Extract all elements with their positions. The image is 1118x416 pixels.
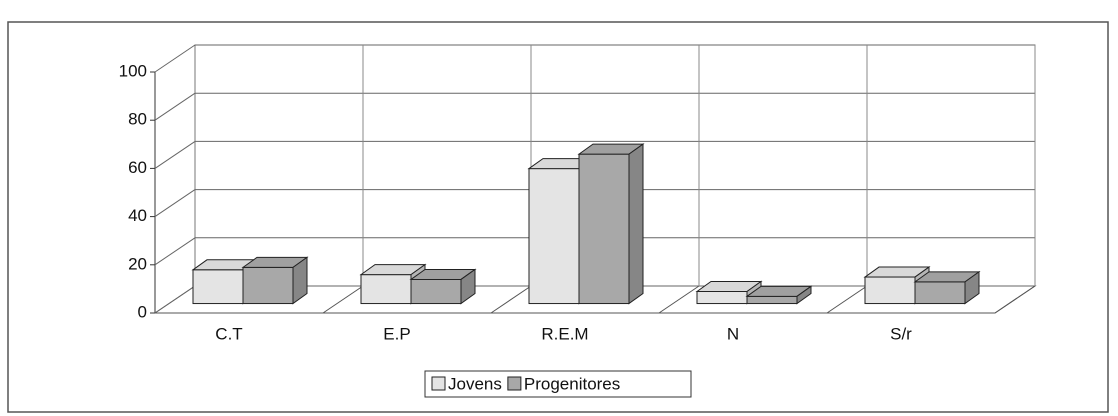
legend-box [424,370,692,398]
bar-side [628,143,644,305]
bar [745,285,813,305]
bar-side [460,268,476,305]
y-tick-label: 60 [128,158,147,177]
x-tick-label: R.E.M [541,324,588,343]
grid-line [154,189,196,218]
category-divider [826,285,868,314]
x-tick-label: E.P [383,324,410,343]
grid-line [154,285,196,314]
legend-swatch [507,376,522,391]
y-tick-label: 20 [128,254,147,273]
bar [409,268,477,305]
category-divider [490,285,532,314]
y-tick-label: 100 [119,61,147,80]
y-tick-label: 0 [138,302,147,321]
legend-label: Progenitores [524,374,620,393]
x-tick-label: N [727,324,739,343]
grid-line [154,44,196,73]
legend-label: Jovens [448,374,502,393]
y-tick-label: 80 [128,110,147,129]
category-divider [322,285,364,314]
bar [241,256,309,305]
bar-front [578,153,630,305]
bar-front [528,168,580,305]
bar [577,143,645,305]
x-tick-label: C.T [215,324,242,343]
bar [359,263,427,305]
category-divider [658,285,700,314]
bar [913,270,981,305]
bar-side [964,270,980,305]
bar-side [796,285,812,305]
grid-line [154,140,196,169]
grid-line [154,237,196,266]
bar-front [360,274,412,305]
legend: Jovens Progenitores [424,370,692,398]
grid-line [154,92,196,121]
bar-front [410,278,462,305]
bar-front [242,266,294,305]
bar-front [696,291,748,305]
category-divider [994,285,1036,314]
bar-front [746,295,798,305]
bar-front [192,269,244,305]
y-tick-label: 40 [128,206,147,225]
bar-front [914,281,966,305]
legend-swatch [431,376,446,391]
x-tick-label: S/r [890,324,912,343]
bar-side [292,256,308,305]
bar-front [864,276,916,305]
